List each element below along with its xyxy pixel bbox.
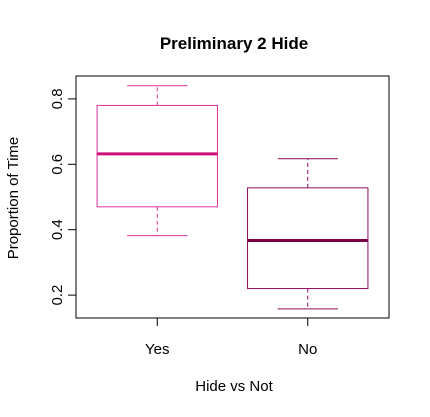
iqr-box <box>96 104 218 208</box>
y-tick-label: 0.6 <box>49 154 66 175</box>
box-no <box>247 158 369 310</box>
y-axis: 0.2 0.4 0.6 0.8 <box>49 88 77 306</box>
y-tick-label: 0.4 <box>49 219 66 240</box>
x-axis: Yes No <box>145 317 317 358</box>
x-tick-label: No <box>298 341 317 358</box>
y-axis-label: Proportion of Time <box>5 137 22 260</box>
plot-frame <box>75 75 390 319</box>
iqr-box <box>247 187 369 290</box>
x-tick-label: Yes <box>145 341 169 358</box>
y-tick-label: 0.2 <box>49 285 66 306</box>
chart-title: Preliminary 2 Hide <box>160 34 308 53</box>
y-tick-label: 0.8 <box>49 88 66 109</box>
boxes <box>96 85 369 310</box>
x-axis-label: Hide vs Not <box>195 378 273 395</box>
box-yes <box>96 85 218 237</box>
